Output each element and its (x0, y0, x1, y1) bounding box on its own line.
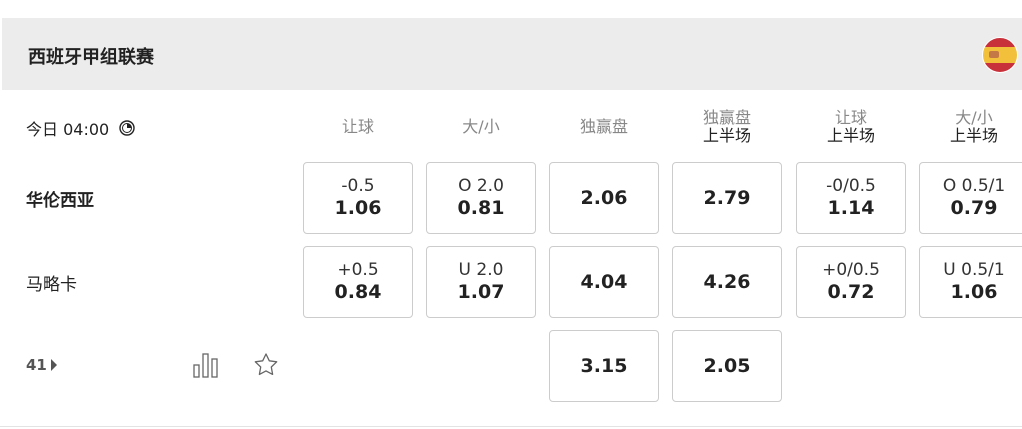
odds-value: 4.26 (703, 271, 751, 293)
odds-button[interactable]: 2.06 (549, 162, 659, 234)
handicap-line: -0/0.5 (826, 176, 876, 196)
handicap-line: U 2.0 (458, 260, 504, 280)
odds-value: 3.15 (580, 355, 628, 377)
home-team: 华伦西亚 (26, 191, 94, 211)
odds-value: 2.79 (703, 187, 751, 209)
odds-button[interactable]: U 2.0 1.07 (426, 246, 536, 318)
odds-button[interactable]: -0.5 1.06 (303, 162, 413, 234)
column-header-line1: 让球 (834, 108, 867, 127)
away-team: 马略卡 (26, 275, 77, 295)
odds-button[interactable]: 4.04 (549, 246, 659, 318)
odds-button[interactable]: +0/0.5 0.72 (796, 246, 906, 318)
statistics-icon[interactable] (193, 352, 219, 378)
handicap-line: -0.5 (341, 176, 375, 196)
column-header: 让球 上半场 (796, 104, 906, 150)
odds-value: 2.06 (580, 187, 628, 209)
more-markets-button[interactable]: 41 (26, 356, 57, 374)
favorite-star-icon[interactable] (253, 352, 279, 378)
more-markets-count: 41 (26, 356, 47, 374)
column-header: 大/小 (426, 104, 536, 150)
match-time-text: 今日 04:00 (26, 120, 110, 139)
odds-value: 0.72 (827, 281, 875, 303)
odds-value: 0.81 (457, 197, 505, 219)
column-header-line2: 上半场 (826, 126, 875, 145)
clock-icon (119, 120, 135, 136)
handicap-line: +0.5 (337, 260, 379, 280)
odds-button[interactable]: 2.05 (672, 330, 782, 402)
column-header-line1: 让球 (341, 117, 374, 136)
league-header[interactable]: 西班牙甲组联赛 (2, 18, 1022, 90)
odds-value: 1.06 (334, 197, 382, 219)
odds-value: 1.07 (457, 281, 505, 303)
odds-button[interactable]: O 0.5/1 0.79 (919, 162, 1022, 234)
handicap-line: O 0.5/1 (942, 176, 1006, 196)
odds-button[interactable]: -0/0.5 1.14 (796, 162, 906, 234)
odds-value: 4.04 (580, 271, 628, 293)
column-header-line2: 上半场 (949, 126, 998, 145)
odds-value: 2.05 (703, 355, 751, 377)
column-header-line1: 独赢盘 (702, 108, 751, 127)
column-header: 让球 (303, 104, 413, 150)
odds-value: 1.14 (827, 197, 875, 219)
column-header: 独赢盘 (549, 104, 659, 150)
divider (0, 426, 1022, 427)
column-header: 独赢盘 上半场 (672, 104, 782, 150)
handicap-line: U 0.5/1 (943, 260, 1005, 280)
column-header: 大/小 上半场 (919, 104, 1022, 150)
odds-button[interactable]: U 0.5/1 1.06 (919, 246, 1022, 318)
handicap-line: +0/0.5 (822, 260, 880, 280)
column-header-line1: 大/小 (955, 108, 993, 127)
match-time: 今日 04:00 (26, 116, 135, 140)
caret-right-icon (50, 359, 57, 371)
spain-flag-icon (982, 37, 1018, 73)
odds-button[interactable]: 3.15 (549, 330, 659, 402)
odds-value: 0.79 (950, 197, 998, 219)
column-header-line1: 独赢盘 (579, 117, 628, 136)
league-title: 西班牙甲组联赛 (28, 47, 154, 68)
odds-button[interactable]: 4.26 (672, 246, 782, 318)
column-header-line1: 大/小 (462, 117, 500, 136)
odds-button[interactable]: O 2.0 0.81 (426, 162, 536, 234)
odds-value: 1.06 (950, 281, 998, 303)
odds-value: 0.84 (334, 281, 382, 303)
odds-button[interactable]: +0.5 0.84 (303, 246, 413, 318)
handicap-line: O 2.0 (458, 176, 504, 196)
odds-button[interactable]: 2.79 (672, 162, 782, 234)
column-header-line2: 上半场 (702, 126, 751, 145)
